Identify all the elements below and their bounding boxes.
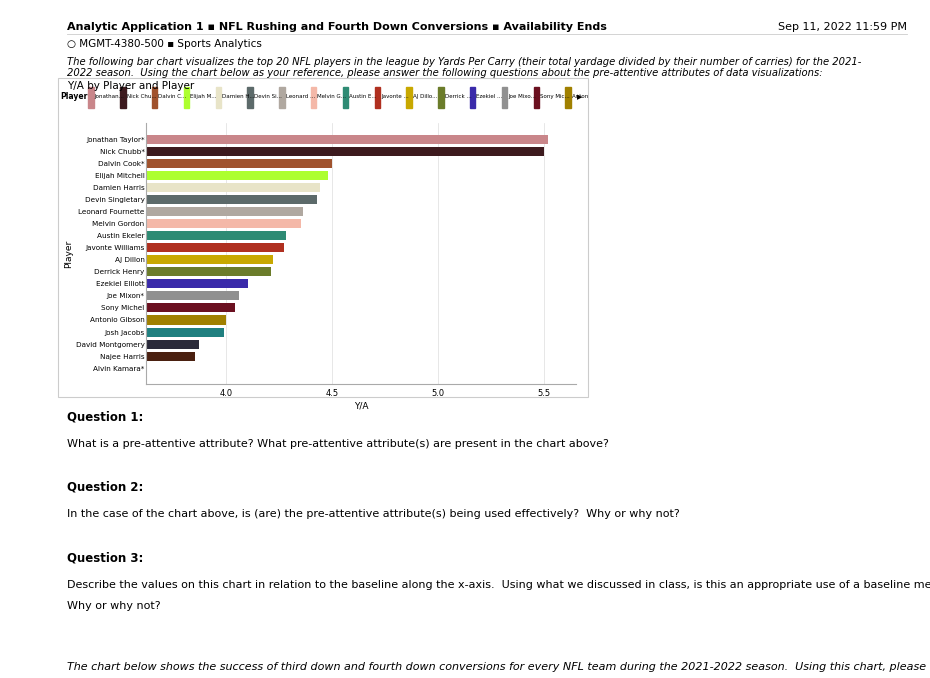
Bar [0, 147, 544, 157]
Text: 2022 season.  Using the chart below as your reference, please answer the followi: 2022 season. Using the chart below as yo… [67, 68, 822, 78]
Text: Question 2:: Question 2: [67, 481, 143, 494]
Text: Describe the values on this chart in relation to the baseline along the x-axis. : Describe the values on this chart in rel… [67, 580, 930, 590]
Bar [0, 292, 239, 300]
Bar [0, 243, 284, 252]
Text: Leonard ...: Leonard ... [286, 94, 315, 100]
Bar [0, 304, 235, 313]
Text: Jonathan...: Jonathan... [95, 94, 125, 100]
Bar [406, 87, 412, 108]
Bar [534, 87, 539, 108]
X-axis label: Y/A: Y/A [353, 401, 368, 410]
Text: Devin Si...: Devin Si... [254, 94, 282, 100]
Text: Antonio ...: Antonio ... [572, 94, 600, 100]
Bar [0, 363, 146, 373]
Text: Question 3:: Question 3: [67, 551, 143, 564]
Bar [0, 327, 224, 336]
Bar [0, 183, 320, 193]
Text: In the case of the chart above, is (are) the pre-attentive attribute(s) being us: In the case of the chart above, is (are)… [67, 509, 680, 519]
Text: Joe Mixo...: Joe Mixo... [509, 94, 536, 100]
Text: Melvin G...: Melvin G... [317, 94, 346, 100]
Text: Javonte ...: Javonte ... [381, 94, 409, 100]
Bar [184, 87, 189, 108]
Text: ▶: ▶ [578, 94, 582, 100]
Bar [343, 87, 348, 108]
Text: Damien H...: Damien H... [222, 94, 255, 100]
Bar [0, 256, 273, 264]
Bar [438, 87, 444, 108]
Text: Analytic Application 1 ▪ NFL Rushing and Fourth Down Conversions ▪ Availability : Analytic Application 1 ▪ NFL Rushing and… [67, 22, 607, 32]
Text: The chart below shows the success of third down and fourth down conversions for : The chart below shows the success of thi… [67, 662, 930, 673]
Text: Player: Player [60, 92, 87, 102]
Text: What is a pre-attentive attribute? What pre-attentive attribute(s) are present i: What is a pre-attentive attribute? What … [67, 439, 609, 449]
Text: AJ Dillo...: AJ Dillo... [413, 94, 437, 100]
Bar [0, 231, 286, 241]
Text: Austin E...: Austin E... [350, 94, 377, 100]
Bar [0, 220, 300, 228]
Text: Elijah M...: Elijah M... [190, 94, 217, 100]
Y-axis label: Player: Player [64, 240, 73, 268]
Bar [0, 340, 199, 348]
Text: Nick Chu...: Nick Chu... [126, 94, 156, 100]
Bar [279, 87, 285, 108]
Bar [152, 87, 157, 108]
Bar [375, 87, 380, 108]
Text: Y/A by Player and Player: Y/A by Player and Player [67, 81, 194, 92]
Bar [120, 87, 126, 108]
Bar [88, 87, 94, 108]
Text: Dalvin C...: Dalvin C... [158, 94, 187, 100]
Text: Why or why not?: Why or why not? [67, 601, 161, 612]
Bar [470, 87, 475, 108]
Bar [502, 87, 507, 108]
Text: Sep 11, 2022 11:59 PM: Sep 11, 2022 11:59 PM [777, 22, 907, 32]
Bar [311, 87, 316, 108]
Bar [0, 159, 332, 168]
Bar [0, 351, 194, 361]
Text: Sony Mic...: Sony Mic... [540, 94, 570, 100]
Text: Question 1:: Question 1: [67, 410, 143, 423]
Bar [0, 267, 271, 277]
Bar [0, 279, 247, 288]
Text: Derrick ...: Derrick ... [445, 94, 472, 100]
Text: The following bar chart visualizes the top 20 NFL players in the league by Yards: The following bar chart visualizes the t… [67, 57, 861, 67]
Bar [0, 136, 548, 144]
Bar [216, 87, 221, 108]
Bar [0, 195, 317, 204]
Bar [0, 207, 302, 216]
Bar [0, 315, 226, 325]
Text: ○ MGMT-4380-500 ▪ Sports Analytics: ○ MGMT-4380-500 ▪ Sports Analytics [67, 39, 262, 49]
Bar [247, 87, 253, 108]
Text: Ezekiel ...: Ezekiel ... [476, 94, 503, 100]
Bar [0, 172, 328, 180]
Bar [565, 87, 571, 108]
